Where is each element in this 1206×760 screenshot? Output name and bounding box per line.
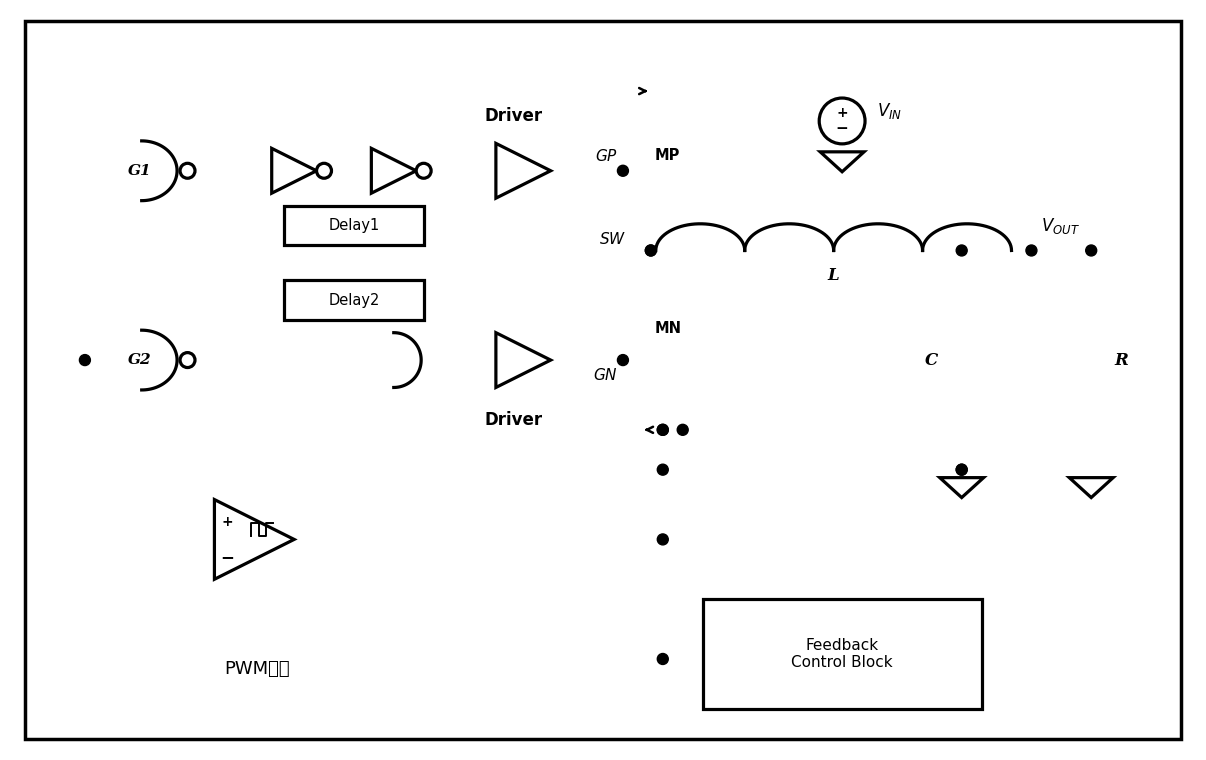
Circle shape xyxy=(416,163,431,179)
Circle shape xyxy=(956,245,967,256)
Bar xyxy=(285,280,423,320)
Text: $GN$: $GN$ xyxy=(593,367,617,383)
Text: $GP$: $GP$ xyxy=(595,148,617,164)
Circle shape xyxy=(956,464,967,475)
Text: Delay2: Delay2 xyxy=(328,293,380,308)
Circle shape xyxy=(180,353,195,368)
Text: G2: G2 xyxy=(128,353,152,367)
Text: MN: MN xyxy=(655,321,681,336)
Polygon shape xyxy=(820,152,863,172)
Circle shape xyxy=(617,355,628,366)
Circle shape xyxy=(180,163,195,179)
Text: +: + xyxy=(222,515,233,529)
Text: −: − xyxy=(836,122,849,137)
Polygon shape xyxy=(1070,477,1113,498)
Circle shape xyxy=(80,355,90,366)
Circle shape xyxy=(657,654,668,664)
Polygon shape xyxy=(215,499,294,579)
Circle shape xyxy=(678,424,689,435)
Circle shape xyxy=(645,245,656,256)
Circle shape xyxy=(1085,245,1096,256)
Text: R: R xyxy=(1114,352,1128,369)
Text: +: + xyxy=(836,106,848,120)
Polygon shape xyxy=(271,148,316,193)
Text: Delay1: Delay1 xyxy=(328,218,380,233)
Circle shape xyxy=(657,464,668,475)
Text: Feedback
Control Block: Feedback Control Block xyxy=(791,638,892,670)
Bar xyxy=(703,599,982,709)
Text: Driver: Driver xyxy=(485,411,543,429)
Text: −: − xyxy=(221,548,234,566)
Circle shape xyxy=(819,98,865,144)
Text: Driver: Driver xyxy=(485,107,543,125)
Circle shape xyxy=(657,424,668,435)
Polygon shape xyxy=(371,148,416,193)
Text: MP: MP xyxy=(655,148,680,163)
Text: PWM信号: PWM信号 xyxy=(224,660,289,678)
Text: $V_{IN}$: $V_{IN}$ xyxy=(877,101,902,121)
Circle shape xyxy=(617,165,628,176)
Text: L: L xyxy=(827,267,839,284)
Circle shape xyxy=(645,245,656,256)
Circle shape xyxy=(657,534,668,545)
Polygon shape xyxy=(496,333,551,388)
Bar xyxy=(285,206,423,245)
Circle shape xyxy=(316,163,332,179)
Circle shape xyxy=(956,464,967,475)
Polygon shape xyxy=(939,477,984,498)
Circle shape xyxy=(1026,245,1037,256)
Text: $V_{OUT}$: $V_{OUT}$ xyxy=(1042,216,1081,236)
Text: $SW$: $SW$ xyxy=(598,230,626,246)
Circle shape xyxy=(657,424,668,435)
Text: C: C xyxy=(925,352,938,369)
Polygon shape xyxy=(496,144,551,198)
Text: G1: G1 xyxy=(128,163,152,178)
